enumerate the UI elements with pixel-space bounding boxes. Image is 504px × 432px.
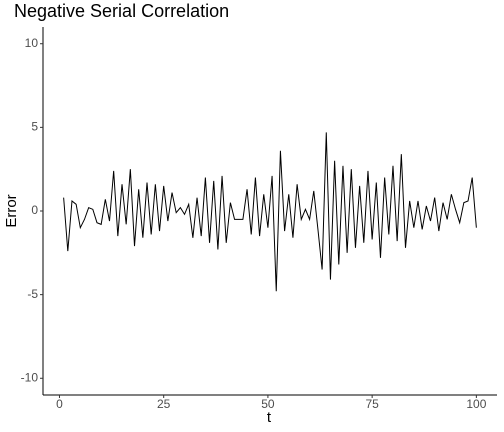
y-tick-label: -10 (21, 370, 39, 384)
x-tick-label: 50 (261, 397, 275, 411)
y-tick-label: 0 (31, 203, 38, 217)
x-tick-label: 0 (56, 397, 63, 411)
y-tick-label: -5 (27, 287, 38, 301)
x-axis-label: t (267, 409, 272, 426)
x-tick-label: 75 (365, 397, 379, 411)
x-tick-label: 100 (466, 397, 486, 411)
y-tick-label: 5 (31, 120, 38, 134)
data-line (63, 132, 477, 292)
chart-title: Negative Serial Correlation (14, 1, 229, 21)
x-tick-label: 25 (157, 397, 171, 411)
y-axis-label: Error (3, 194, 20, 227)
y-tick-label: 10 (25, 36, 39, 50)
